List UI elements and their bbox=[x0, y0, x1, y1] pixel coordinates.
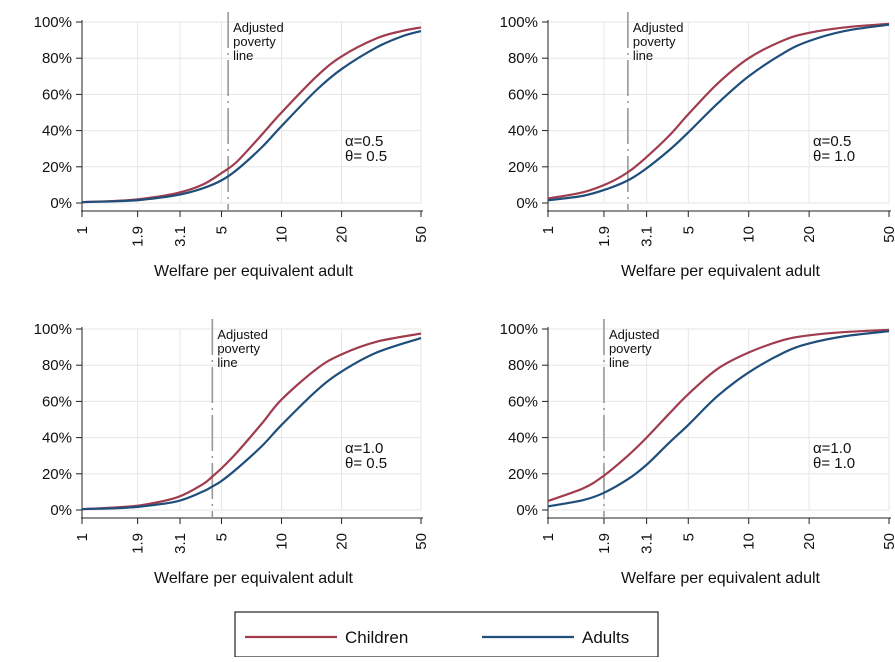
y-tick-label: 40% bbox=[508, 123, 538, 140]
series-line-children bbox=[547, 328, 890, 502]
poverty-line-label: poverty bbox=[609, 341, 652, 356]
poverty-line-label: line bbox=[609, 355, 629, 370]
x-tick-label: 3.1 bbox=[639, 226, 656, 247]
series-line-adults bbox=[547, 330, 890, 508]
x-tick-label: 10 bbox=[274, 226, 291, 243]
y-tick-label: 0% bbox=[516, 195, 538, 212]
x-tick-label: 5 bbox=[213, 533, 230, 541]
legend-label: Children bbox=[345, 628, 408, 647]
param-label: θ= 0.5 bbox=[345, 455, 387, 472]
series-line-children bbox=[547, 22, 890, 200]
y-tick-label: 60% bbox=[508, 393, 538, 410]
poverty-line-label: Adjusted bbox=[633, 20, 684, 35]
x-tick-label: 3.1 bbox=[172, 533, 189, 554]
y-tick-label: 80% bbox=[42, 50, 72, 67]
x-tick-label: 1.9 bbox=[596, 533, 613, 554]
y-tick-label: 100% bbox=[500, 14, 538, 31]
poverty-line-label: line bbox=[217, 355, 237, 370]
x-tick-label: 5 bbox=[680, 533, 697, 541]
x-tick-label: 20 bbox=[801, 226, 818, 243]
poverty-line-label: poverty bbox=[233, 34, 276, 49]
x-tick-label: 50 bbox=[881, 533, 895, 550]
x-tick-label: 20 bbox=[801, 533, 818, 550]
x-tick-label: 50 bbox=[413, 226, 430, 243]
x-tick-label: 10 bbox=[274, 533, 291, 550]
y-tick-label: 0% bbox=[50, 502, 72, 519]
x-tick-label: 1.9 bbox=[130, 533, 147, 554]
y-tick-label: 80% bbox=[508, 357, 538, 374]
x-tick-label: 3.1 bbox=[172, 226, 189, 247]
x-tick-label: 1 bbox=[540, 533, 557, 541]
series-line-adults bbox=[81, 29, 422, 204]
poverty-line-label: line bbox=[633, 48, 653, 63]
param-label: α=1.0 bbox=[813, 440, 851, 457]
y-tick-label: 100% bbox=[500, 321, 538, 338]
y-tick-label: 20% bbox=[508, 159, 538, 176]
series-line-adults bbox=[547, 23, 890, 202]
param-label: α=1.0 bbox=[345, 440, 383, 457]
x-tick-label: 1 bbox=[74, 533, 91, 541]
x-tick-label: 10 bbox=[741, 226, 758, 243]
y-tick-label: 100% bbox=[34, 14, 72, 31]
poverty-line-label: Adjusted bbox=[233, 20, 284, 35]
x-axis-title: Welfare per equivalent adult bbox=[154, 570, 353, 587]
param-label: α=0.5 bbox=[345, 133, 383, 150]
y-tick-label: 0% bbox=[50, 195, 72, 212]
y-tick-label: 100% bbox=[34, 321, 72, 338]
y-tick-label: 20% bbox=[42, 159, 72, 176]
y-tick-label: 20% bbox=[42, 466, 72, 483]
y-tick-label: 40% bbox=[508, 430, 538, 447]
x-tick-label: 50 bbox=[413, 533, 430, 550]
poverty-line-label: line bbox=[233, 48, 253, 63]
x-axis-title: Welfare per equivalent adult bbox=[621, 570, 820, 587]
chart-panel-2: 0% 20% 40% 60% 80% 100% 1 1.9 3.1 5 10 20 50 Welfare … bbox=[500, 12, 895, 280]
legend: Children Adults bbox=[234, 611, 659, 658]
param-label: θ= 0.5 bbox=[345, 148, 387, 165]
y-tick-label: 60% bbox=[42, 86, 72, 103]
x-tick-label: 20 bbox=[334, 226, 351, 243]
x-tick-label: 50 bbox=[881, 226, 895, 243]
y-tick-label: 60% bbox=[508, 86, 538, 103]
x-tick-label: 1 bbox=[74, 226, 91, 234]
chart-panel-4: 0% 20% 40% 60% 80% 100% 1 1.9 3.1 5 10 20 50 Welfare … bbox=[500, 319, 895, 587]
y-tick-label: 80% bbox=[42, 357, 72, 374]
poverty-line-label: poverty bbox=[633, 34, 676, 49]
series-line-adults bbox=[81, 337, 422, 511]
legend-box bbox=[234, 611, 659, 658]
series-line-children bbox=[81, 332, 422, 511]
x-tick-label: 1.9 bbox=[130, 226, 147, 247]
poverty-line-label: Adjusted bbox=[217, 327, 268, 342]
x-tick-label: 5 bbox=[680, 226, 697, 234]
x-tick-label: 5 bbox=[213, 226, 230, 234]
x-tick-label: 1.9 bbox=[596, 226, 613, 247]
y-tick-label: 80% bbox=[508, 50, 538, 67]
y-tick-label: 60% bbox=[42, 393, 72, 410]
param-label: α=0.5 bbox=[813, 133, 851, 150]
x-axis-title: Welfare per equivalent adult bbox=[621, 263, 820, 280]
param-label: θ= 1.0 bbox=[813, 148, 855, 165]
y-tick-label: 40% bbox=[42, 123, 72, 140]
x-tick-label: 3.1 bbox=[639, 533, 656, 554]
legend-label: Adults bbox=[582, 628, 629, 647]
chart-panel-1: 0% 20% 40% 60% 80% 100% 1 1.9 3.1 5 10 20 50 Welfare … bbox=[34, 12, 430, 280]
chart-panel-3: 0% 20% 40% 60% 80% 100% 1 1.9 3.1 5 10 20 50 Welfare … bbox=[34, 319, 430, 587]
param-label: θ= 1.0 bbox=[813, 455, 855, 472]
poverty-line-label: Adjusted bbox=[609, 327, 660, 342]
y-tick-label: 0% bbox=[516, 502, 538, 519]
y-tick-label: 20% bbox=[508, 466, 538, 483]
x-axis-title: Welfare per equivalent adult bbox=[154, 263, 353, 280]
x-tick-label: 10 bbox=[741, 533, 758, 550]
poverty-line-label: poverty bbox=[217, 341, 260, 356]
x-tick-label: 1 bbox=[540, 226, 557, 234]
x-tick-label: 20 bbox=[334, 533, 351, 550]
y-tick-label: 40% bbox=[42, 430, 72, 447]
